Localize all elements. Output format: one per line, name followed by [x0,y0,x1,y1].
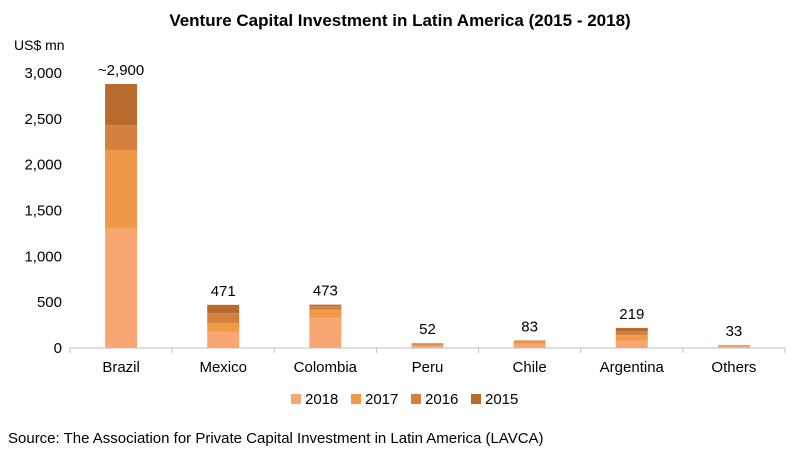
bar-segment [207,313,240,324]
bar-segment [615,327,648,332]
legend-label: 2015 [485,391,518,408]
y-tick-label: 1,000 [24,248,62,265]
y-tick-label: 0 [54,340,62,357]
bar-segment [513,341,546,344]
bar-segment [615,340,648,348]
y-axis: 0 500 1,000 1,500 2,000 2,500 3,000 [24,65,62,357]
legend-swatch [411,394,421,404]
bar-segment [207,304,240,314]
bar-segment [207,331,240,348]
y-tick-label: 1,500 [24,203,62,220]
bar-segment [309,304,342,307]
legend-swatch [291,394,301,404]
bar-segment [411,346,444,348]
legend-label: 2016 [425,391,458,408]
bar-segment [615,331,648,336]
bar-segment [513,340,546,342]
x-tick-label: Mexico [199,359,247,376]
x-tick-label: Chile [513,359,547,376]
bar-segment [309,309,342,318]
legend: 2018 2017 2016 2015 [291,391,518,408]
x-tick-label: Brazil [102,359,140,376]
legend-label: 2018 [305,391,338,408]
bar-segment [615,335,648,341]
bar-segment [105,228,138,348]
y-tick-label: 500 [37,294,62,311]
data-label: ~2,900 [98,62,144,79]
source-note: Source: The Association for Private Capi… [8,430,544,447]
bar-segment [513,343,546,348]
bar-segment [105,84,138,126]
bar-segment [309,306,342,310]
bars [105,84,750,348]
x-tick-label: Colombia [294,359,358,376]
bar-segment [411,343,444,345]
bar-segment [105,125,138,150]
legend-label: 2017 [365,391,398,408]
y-tick-label: 2,500 [24,111,62,128]
data-labels: ~2,900 471 473 52 83 219 33 [98,62,742,340]
x-tick-label: Others [711,359,756,376]
legend-swatch [351,394,361,404]
bar-segment [207,323,240,332]
data-label: 473 [313,283,338,300]
bar-segment [717,345,750,347]
data-label: 219 [619,306,644,323]
data-label: 52 [419,321,436,338]
bar-segment [105,150,138,229]
bar-segment [309,317,342,348]
x-axis: Brazil Mexico Colombia Peru Chile Argentina Ot… [69,348,786,376]
y-tick-label: 3,000 [24,65,62,82]
x-tick-label: Peru [412,359,444,376]
legend-swatch [471,394,481,404]
y-unit-label: US$ mn [14,37,65,53]
bar-segment [411,344,444,347]
x-tick-label: Argentina [600,359,665,376]
chart: Venture Capital Investment in Latin Amer… [14,11,786,408]
data-label: 471 [211,283,236,300]
chart-title: Venture Capital Investment in Latin Amer… [169,11,630,30]
data-label: 33 [726,323,743,340]
bar-segment [717,346,750,348]
y-tick-label: 2,000 [24,157,62,174]
data-label: 83 [521,318,538,335]
